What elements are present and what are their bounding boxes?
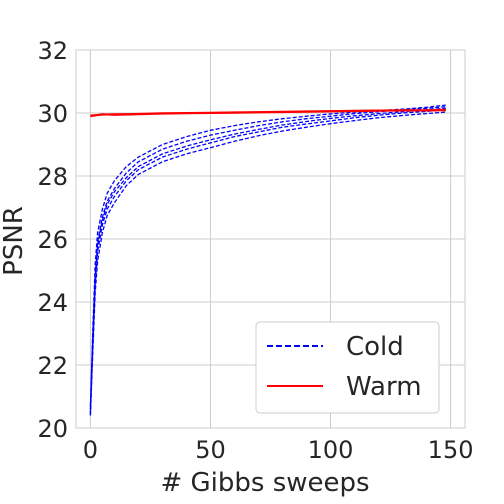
legend-box (255, 321, 440, 414)
y-tick-label: 30 (37, 100, 68, 128)
x-tick-label: 150 (428, 436, 474, 464)
y-tick-label: 22 (37, 352, 68, 380)
y-tick-label: 32 (37, 37, 68, 65)
x-tick-label: 0 (83, 436, 98, 464)
series-line-cold-2 (89, 109, 446, 413)
y-tick-label: 24 (37, 289, 68, 317)
y-tick-label: 20 (37, 415, 68, 443)
y-tick-label: 26 (37, 226, 68, 254)
legend-warm-label: Warm (346, 372, 422, 402)
plot-frame (75, 49, 466, 429)
y-axis-label: PSNR (0, 206, 29, 276)
x-tick-label: 100 (308, 436, 354, 464)
series-line-cold-3 (89, 107, 446, 407)
series-lines (89, 104, 446, 416)
legend: Cold Warm (255, 321, 440, 414)
x-tick-label: 50 (195, 436, 226, 464)
y-tick-labels: 20 22 24 26 28 30 32 (37, 37, 68, 443)
legend-cold-label: Cold (346, 332, 404, 362)
x-axis-label: # Gibbs sweeps (160, 468, 369, 498)
series-line-cold-4 (89, 111, 446, 416)
series-line-warm-6 (90, 109, 446, 118)
x-tick-labels: 0 50 100 150 (83, 436, 474, 464)
y-tick-label: 28 (37, 163, 68, 191)
